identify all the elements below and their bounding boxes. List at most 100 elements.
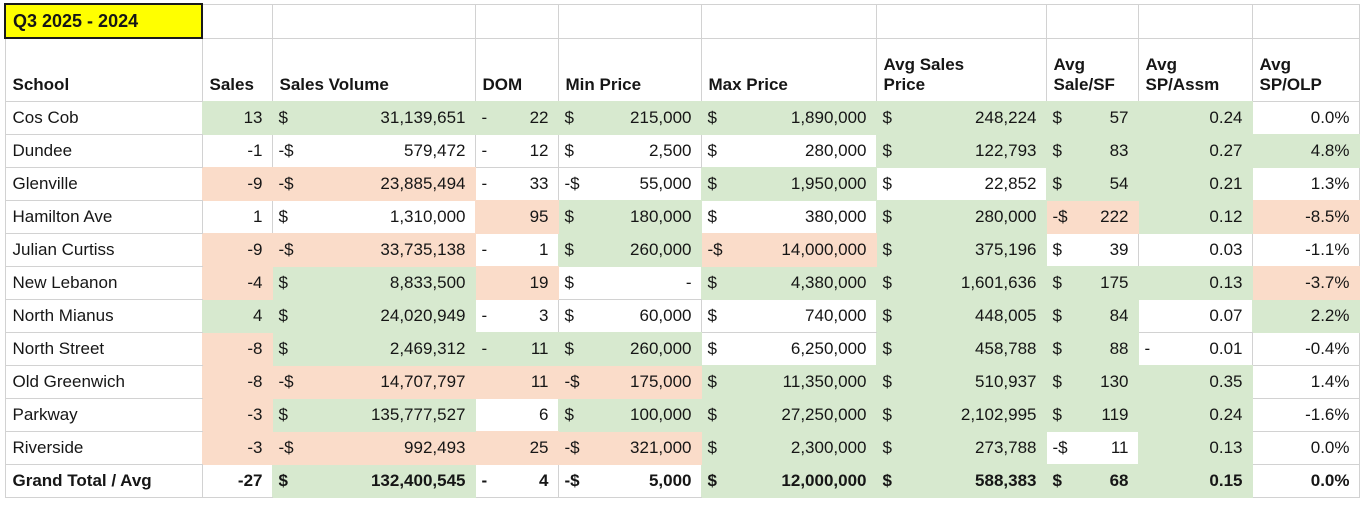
sheet-title-cell[interactable]: Q3 2025 - 2024 (4, 3, 203, 39)
cell-sales[interactable]: 1 (202, 200, 273, 234)
cell-sales[interactable]: -9 (202, 167, 273, 201)
cell-max[interactable]: $11,350,000 (701, 365, 877, 399)
cell-min[interactable]: $180,000 (558, 200, 702, 234)
cell-sales[interactable]: -1 (202, 134, 273, 168)
cell-school[interactable]: North Street (4, 332, 203, 366)
cell-sp_olp[interactable]: -3.7% (1252, 266, 1360, 300)
cell-avg_sf[interactable]: -$ 222 (1046, 200, 1139, 234)
cell-avg_sf[interactable]: $88 (1046, 332, 1139, 366)
cell-avg_sf[interactable]: $68 (1046, 464, 1139, 498)
cell-avg_price[interactable]: $273,788 (876, 431, 1047, 465)
cell-dom[interactable]: 95 (475, 200, 559, 234)
cell-sp_olp[interactable]: -1.6% (1252, 398, 1360, 432)
cell-sp_olp[interactable]: 4.8% (1252, 134, 1360, 168)
cell-sales[interactable]: 4 (202, 299, 273, 333)
cell-dom[interactable]: 19 (475, 266, 559, 300)
cell-school[interactable]: New Lebanon (4, 266, 203, 300)
cell-dom[interactable]: -1 (475, 233, 559, 267)
cell-volume[interactable]: $1,310,000 (272, 200, 476, 234)
cell-sp_assm[interactable]: 0.03 (1138, 233, 1253, 267)
cell-school[interactable]: Dundee (4, 134, 203, 168)
cell-max[interactable]: $12,000,000 (701, 464, 877, 498)
cell-volume[interactable]: -$ 14,707,797 (272, 365, 476, 399)
cell-sales[interactable]: -3 (202, 398, 273, 432)
cell-dom[interactable]: 6 (475, 398, 559, 432)
cell-dom[interactable]: - 22 (475, 101, 559, 135)
cell-school[interactable]: Grand Total / Avg (4, 464, 203, 498)
cell-avg_price[interactable]: $375,196 (876, 233, 1047, 267)
cell-sp_olp[interactable]: -1.1% (1252, 233, 1360, 267)
cell-min[interactable]: -$ 55,000 (558, 167, 702, 201)
cell-sales[interactable]: -4 (202, 266, 273, 300)
column-header-school[interactable]: School (4, 38, 203, 102)
empty-cell[interactable] (876, 3, 1047, 39)
cell-max[interactable]: $6,250,000 (701, 332, 877, 366)
cell-dom[interactable]: 11 (475, 365, 559, 399)
cell-max[interactable]: $2,300,000 (701, 431, 877, 465)
cell-dom[interactable]: -4 (475, 464, 559, 498)
empty-cell[interactable] (701, 3, 877, 39)
cell-dom[interactable]: -3 (475, 299, 559, 333)
cell-min[interactable]: -$ 5,000 (558, 464, 702, 498)
empty-cell[interactable] (1138, 3, 1253, 39)
cell-school[interactable]: Old Greenwich (4, 365, 203, 399)
cell-avg_sf[interactable]: $175 (1046, 266, 1139, 300)
cell-dom[interactable]: - 11 (475, 332, 559, 366)
cell-volume[interactable]: -$ 33,735,138 (272, 233, 476, 267)
cell-avg_sf[interactable]: $119 (1046, 398, 1139, 432)
cell-max[interactable]: $1,890,000 (701, 101, 877, 135)
cell-min[interactable]: $100,000 (558, 398, 702, 432)
cell-school[interactable]: Hamilton Ave (4, 200, 203, 234)
column-header-sp_assm[interactable]: Avg SP/Assm (1138, 38, 1253, 102)
cell-sp_olp[interactable]: 1.3% (1252, 167, 1360, 201)
cell-avg_price[interactable]: $458,788 (876, 332, 1047, 366)
cell-avg_sf[interactable]: $84 (1046, 299, 1139, 333)
cell-sp_olp[interactable]: -0.4% (1252, 332, 1360, 366)
cell-max[interactable]: $280,000 (701, 134, 877, 168)
cell-sp_olp[interactable]: 1.4% (1252, 365, 1360, 399)
cell-min[interactable]: $2,500 (558, 134, 702, 168)
cell-avg_price[interactable]: $248,224 (876, 101, 1047, 135)
column-header-max[interactable]: Max Price (701, 38, 877, 102)
empty-cell[interactable] (475, 3, 559, 39)
cell-sales[interactable]: -3 (202, 431, 273, 465)
cell-avg_sf[interactable]: $83 (1046, 134, 1139, 168)
cell-sp_assm[interactable]: 0.13 (1138, 266, 1253, 300)
cell-sp_olp[interactable]: -8.5% (1252, 200, 1360, 234)
column-header-volume[interactable]: Sales Volume (272, 38, 476, 102)
cell-sp_assm[interactable]: - 0.01 (1138, 332, 1253, 366)
cell-dom[interactable]: 25 (475, 431, 559, 465)
cell-min[interactable]: $260,000 (558, 233, 702, 267)
cell-volume[interactable]: -$ 992,493 (272, 431, 476, 465)
cell-sp_assm[interactable]: 0.13 (1138, 431, 1253, 465)
cell-avg_sf[interactable]: $57 (1046, 101, 1139, 135)
cell-school[interactable]: Parkway (4, 398, 203, 432)
cell-avg_price[interactable]: $1,601,636 (876, 266, 1047, 300)
cell-school[interactable]: Glenville (4, 167, 203, 201)
cell-avg_price[interactable]: $22,852 (876, 167, 1047, 201)
cell-school[interactable]: Riverside (4, 431, 203, 465)
cell-min[interactable]: $60,000 (558, 299, 702, 333)
cell-max[interactable]: $740,000 (701, 299, 877, 333)
cell-sp_olp[interactable]: 0.0% (1252, 101, 1360, 135)
cell-dom[interactable]: - 33 (475, 167, 559, 201)
cell-volume[interactable]: $132,400,545 (272, 464, 476, 498)
cell-sp_assm[interactable]: 0.15 (1138, 464, 1253, 498)
empty-cell[interactable] (272, 3, 476, 39)
cell-avg_price[interactable]: $280,000 (876, 200, 1047, 234)
cell-sp_olp[interactable]: 0.0% (1252, 431, 1360, 465)
empty-cell[interactable] (558, 3, 702, 39)
cell-sales[interactable]: -8 (202, 365, 273, 399)
cell-sp_assm[interactable]: 0.24 (1138, 101, 1253, 135)
cell-volume[interactable]: $8,833,500 (272, 266, 476, 300)
column-header-dom[interactable]: DOM (475, 38, 559, 102)
cell-school[interactable]: Cos Cob (4, 101, 203, 135)
cell-volume[interactable]: -$ 23,885,494 (272, 167, 476, 201)
cell-sp_olp[interactable]: 0.0% (1252, 464, 1360, 498)
cell-volume[interactable]: $24,020,949 (272, 299, 476, 333)
cell-sp_assm[interactable]: 0.24 (1138, 398, 1253, 432)
cell-sp_assm[interactable]: 0.07 (1138, 299, 1253, 333)
cell-sp_olp[interactable]: 2.2% (1252, 299, 1360, 333)
cell-max[interactable]: $380,000 (701, 200, 877, 234)
cell-avg_sf[interactable]: $54 (1046, 167, 1139, 201)
